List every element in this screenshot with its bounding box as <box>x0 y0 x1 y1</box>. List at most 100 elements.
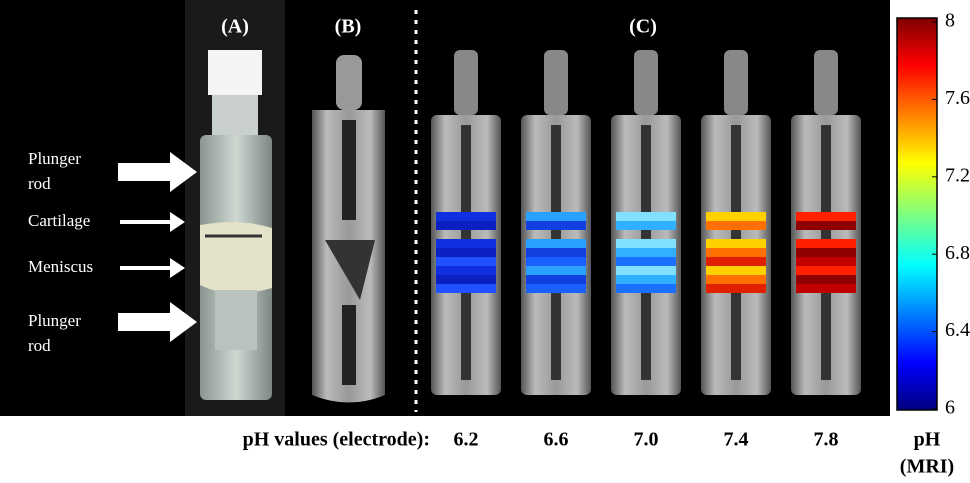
ph-pixel <box>656 212 666 221</box>
ph-pixel <box>546 212 556 221</box>
ph-pixel <box>756 266 766 275</box>
ph-pixel <box>576 284 586 293</box>
ph-pixel <box>536 257 546 266</box>
ph-pixel <box>726 257 736 266</box>
ph-pixel <box>706 275 716 284</box>
ph-pixel <box>436 212 446 221</box>
ph-pixel <box>716 275 726 284</box>
ph-pixel <box>836 284 846 293</box>
ph-pixel <box>556 212 566 221</box>
ph-pixel <box>556 266 566 275</box>
syringe-photo <box>185 0 285 416</box>
ph-pixel <box>726 239 736 248</box>
ph-pixel <box>446 284 456 293</box>
panel-label: (C) <box>629 16 657 38</box>
ph-pixel <box>806 221 816 230</box>
ph-pixel <box>526 275 536 284</box>
ph-pixel <box>536 221 546 230</box>
ph-pixel <box>796 221 806 230</box>
ph-pixel <box>466 239 476 248</box>
ph-pixel <box>806 212 816 221</box>
ph-pixel <box>456 221 466 230</box>
ph-pixel <box>546 248 556 257</box>
ph-pixel <box>546 221 556 230</box>
ph-pixel <box>576 239 586 248</box>
ph-pixel <box>846 284 856 293</box>
ph-pixel <box>656 248 666 257</box>
ph-pixel <box>806 239 816 248</box>
ph-pixel <box>796 248 806 257</box>
ph-pixel <box>576 275 586 284</box>
ph-pixel <box>546 257 556 266</box>
ph-value: 7.4 <box>724 429 749 451</box>
ph-pixel <box>446 221 456 230</box>
ph-pixel <box>526 284 536 293</box>
colorbar-tick-label: 6.8 <box>945 242 970 264</box>
ph-pixel <box>816 212 826 221</box>
ph-pixel <box>626 284 636 293</box>
ph-pixel <box>756 239 766 248</box>
ph-pixel <box>446 275 456 284</box>
ph-pixel <box>526 221 536 230</box>
annotation: rod <box>28 336 51 355</box>
ph-pixel <box>646 239 656 248</box>
ph-pixel <box>836 212 846 221</box>
ph-pixel <box>476 275 486 284</box>
syringe-tip <box>454 50 478 115</box>
ph-pixel <box>486 266 496 275</box>
ph-pixel <box>566 248 576 257</box>
annotation: rod <box>28 174 51 193</box>
annotation: Cartilage <box>28 211 90 230</box>
ph-pixel <box>806 266 816 275</box>
ph-pixel <box>556 239 566 248</box>
ph-pixel <box>646 275 656 284</box>
ph-pixel <box>726 275 736 284</box>
ph-pixel <box>706 257 716 266</box>
ph-pixel <box>536 212 546 221</box>
ph-pixel <box>796 266 806 275</box>
ph-pixel <box>636 257 646 266</box>
ph-pixel <box>746 266 756 275</box>
ph-pixel <box>716 248 726 257</box>
ph-pixel <box>616 239 626 248</box>
ph-pixel <box>656 275 666 284</box>
ph-map <box>706 212 766 293</box>
syringe-tip <box>724 50 748 115</box>
ph-pixel <box>436 248 446 257</box>
ph-map <box>526 212 586 293</box>
ph-pixel <box>636 212 646 221</box>
ph-pixel <box>446 266 456 275</box>
ph-pixel <box>826 257 836 266</box>
ph-pixel <box>576 248 586 257</box>
ph-pixel <box>436 221 446 230</box>
ph-pixel <box>846 257 856 266</box>
ph-pixel <box>806 275 816 284</box>
ph-pixel <box>556 221 566 230</box>
colorbar-label: (MRI) <box>900 456 954 478</box>
ph-pixel <box>536 284 546 293</box>
colorbar-tick-label: 7.6 <box>945 87 970 109</box>
ph-pixel <box>486 239 496 248</box>
ph-pixel <box>636 221 646 230</box>
ph-pixel <box>556 275 566 284</box>
ph-pixel <box>796 239 806 248</box>
ph-value: 7.0 <box>634 429 659 451</box>
syringe-tip <box>814 50 838 115</box>
ph-pixel <box>756 275 766 284</box>
ph-pixel <box>736 275 746 284</box>
ph-pixel <box>626 266 636 275</box>
ph-pixel <box>666 239 676 248</box>
ph-pixel <box>736 257 746 266</box>
ph-pixel <box>476 257 486 266</box>
ph-pixel <box>566 275 576 284</box>
ph-pixel <box>666 284 676 293</box>
ph-pixel <box>796 212 806 221</box>
ph-pixel <box>736 212 746 221</box>
ph-pixel <box>656 221 666 230</box>
ph-pixel <box>646 212 656 221</box>
ph-pixel <box>466 248 476 257</box>
ph-pixel <box>716 266 726 275</box>
ph-pixel <box>846 239 856 248</box>
ph-pixel <box>826 239 836 248</box>
ph-pixel <box>446 212 456 221</box>
